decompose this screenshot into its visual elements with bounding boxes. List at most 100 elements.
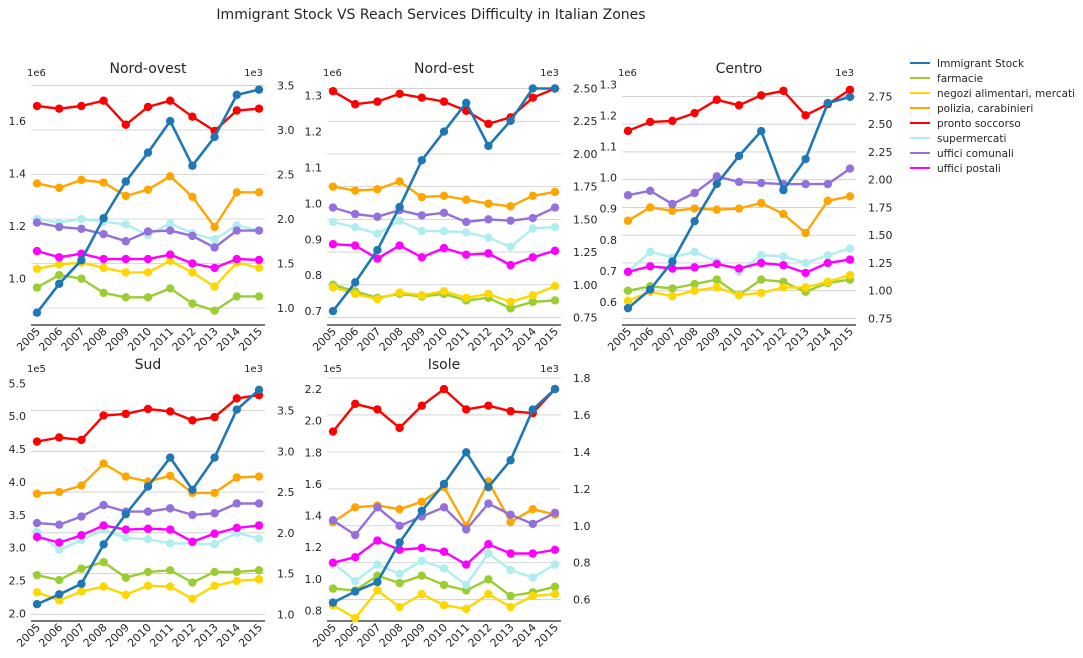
data-point	[484, 119, 493, 129]
data-point	[439, 479, 449, 489]
data-point	[439, 208, 449, 218]
data-point	[210, 581, 219, 590]
series-uffici-comunali	[328, 203, 560, 227]
data-point	[439, 384, 449, 394]
data-point	[395, 504, 404, 514]
data-point	[254, 255, 264, 265]
data-point	[417, 556, 426, 566]
data-point	[373, 536, 382, 545]
x-tick-label: 2014	[214, 325, 243, 354]
data-point	[99, 500, 108, 510]
left-tick-label: 1.1	[305, 161, 323, 174]
data-point	[506, 116, 515, 125]
series-immigrant-stock	[32, 385, 264, 609]
data-point	[166, 96, 175, 105]
data-point	[801, 283, 810, 292]
data-point	[462, 580, 471, 590]
data-point	[210, 235, 219, 244]
x-tick-label: 2007	[59, 621, 88, 650]
data-point	[143, 581, 153, 590]
left-tick-label: 3.5	[9, 509, 27, 522]
data-point	[55, 575, 64, 585]
data-point	[779, 185, 788, 195]
data-point	[484, 215, 493, 224]
data-point	[232, 188, 241, 197]
data-point	[166, 582, 175, 591]
data-point	[210, 509, 219, 518]
right-tick-label: 2.00	[868, 174, 893, 187]
data-point	[121, 254, 130, 264]
right-tick-label: 2.5	[277, 486, 295, 499]
data-point	[328, 182, 338, 191]
data-point	[417, 93, 426, 102]
legend-label: Immigrant Stock	[937, 58, 1025, 70]
data-point	[99, 263, 108, 273]
right-tick-label: 2.75	[868, 90, 893, 103]
data-point	[351, 399, 360, 409]
series-uffici-comunali	[32, 218, 264, 252]
data-point	[528, 549, 537, 558]
data-point	[232, 576, 241, 586]
left-tick-label: 1.2	[305, 126, 323, 139]
data-point	[395, 521, 404, 530]
series-farmacie	[32, 270, 264, 315]
left-tick-label: 1.0	[600, 172, 618, 185]
left-tick-label: 4.5	[9, 443, 27, 456]
data-point	[210, 243, 219, 252]
data-point	[121, 509, 130, 519]
data-point	[254, 226, 264, 235]
series-line	[627, 195, 851, 235]
data-point	[646, 262, 655, 271]
data-point	[439, 243, 449, 253]
right-tick-label: 1.5	[277, 258, 295, 271]
data-point	[254, 263, 264, 273]
data-point	[779, 209, 788, 219]
left-tick-label: 2.0	[9, 607, 27, 620]
data-point	[439, 503, 449, 512]
data-point	[668, 284, 677, 293]
data-point	[690, 247, 699, 257]
data-point	[166, 226, 175, 235]
data-point	[668, 199, 677, 209]
series-negozi-alimentari-mercati	[328, 281, 560, 306]
data-point	[351, 503, 360, 512]
series-uffici-postali	[328, 240, 560, 270]
right-tick-label: 1.75	[868, 201, 893, 214]
data-point	[439, 580, 449, 590]
series-immigrant-stock	[328, 384, 560, 607]
data-point	[757, 275, 766, 284]
data-point	[757, 288, 766, 298]
chart-title: Immigrant Stock VS Reach Services Diffic…	[216, 7, 645, 23]
right-tick-label: 1.6	[573, 409, 591, 422]
data-point	[121, 590, 130, 599]
data-point	[77, 256, 86, 265]
data-point	[32, 264, 42, 274]
data-point	[528, 405, 537, 414]
series-negozi-alimentari-mercati	[623, 270, 855, 305]
x-tick-label: 2011	[738, 325, 767, 354]
series-pronto-soccorso	[328, 384, 560, 436]
data-point	[77, 531, 86, 540]
data-point	[779, 252, 788, 261]
data-point	[462, 525, 471, 534]
data-point	[417, 253, 426, 262]
data-point	[254, 575, 264, 584]
series-farmacie	[32, 557, 264, 587]
data-point	[351, 186, 360, 195]
series-immigrant-stock	[623, 92, 855, 313]
right-tick-label: 2.0	[277, 213, 295, 226]
right-tick-label: 1.25	[573, 246, 598, 259]
data-point	[351, 209, 360, 219]
data-point	[373, 405, 382, 414]
data-point	[668, 292, 677, 301]
data-point	[210, 453, 219, 462]
left-tick-label: 1.6	[9, 115, 27, 128]
series-polizia-carabinieri	[328, 177, 560, 211]
data-point	[328, 86, 338, 96]
data-point	[528, 573, 537, 582]
right-tick-label: 1.4	[573, 446, 591, 459]
data-point	[417, 497, 426, 506]
data-point	[462, 448, 471, 457]
panel-centro: Centro 1e6 1e3 0.6 0.7 0.8 0.9 1.0 1.1 1.2 1.3 0.75…	[600, 61, 893, 354]
legend-label: polizia, carabinieri	[937, 103, 1033, 115]
